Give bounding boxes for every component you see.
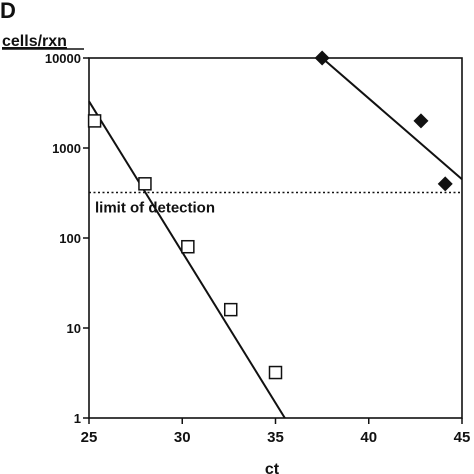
x-tick-label: 45 [454,429,471,446]
panel-label: D [0,0,16,23]
data-point-square [138,177,152,191]
fit-lines [88,57,463,419]
plot-frame [88,57,463,419]
x-tick-label: 40 [360,429,377,446]
data-point-diamond [413,113,429,129]
y-tick-label: 1 [74,411,81,426]
y-tick-label: 1000 [52,141,81,156]
fit-line-2 [321,57,463,180]
x-tick-label: 30 [174,429,191,446]
y-ticks: 1 10 100 1000 10000 [45,51,89,426]
y-tick-label: 100 [59,231,81,246]
reference-line-group: limit of detection [89,191,462,217]
x-ticks: 25 30 35 40 45 [81,418,471,446]
data-point-square [268,365,283,380]
x-tick-label: 35 [267,429,284,446]
x-axis-label: ct [265,461,280,474]
x-tick-label: 25 [81,429,98,446]
data-point-diamond [437,176,453,192]
y-tick-label: 10000 [45,51,81,66]
y-tick-label: 10 [67,321,81,336]
y-axis-label: cells/rxn [2,33,67,50]
data-point-diamond [314,50,330,66]
data-point-square [87,114,102,128]
data-points [87,50,453,380]
data-point-square [223,302,238,317]
data-point-square [181,239,195,254]
fit-line-1 [88,100,286,419]
